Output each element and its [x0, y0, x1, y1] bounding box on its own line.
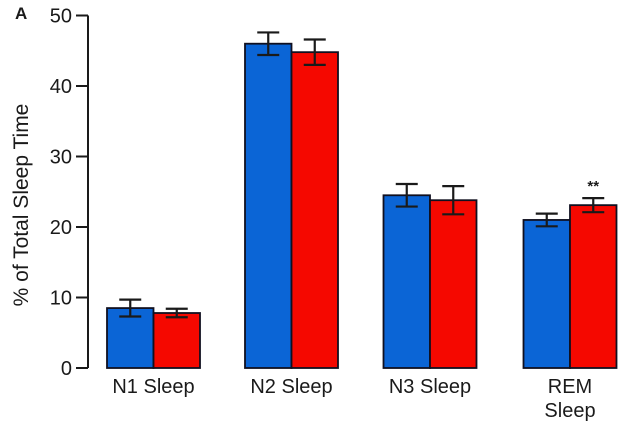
y-tick-label: 50	[50, 6, 72, 28]
y-tick-label: 10	[50, 288, 72, 310]
x-category-label: N3 Sleep	[389, 376, 471, 398]
panel-label: A	[15, 4, 28, 23]
x-category-label: REM	[548, 376, 592, 398]
bar-blue-group-1	[244, 42, 293, 369]
bar-blue-group-2	[382, 194, 431, 369]
bar-blue-group-3	[522, 219, 571, 369]
bar-red-group-1	[290, 51, 339, 369]
bar-red-group-0	[152, 312, 201, 369]
bar-red-group-3	[569, 204, 618, 369]
x-category-label: N1 Sleep	[112, 376, 194, 398]
y-tick-label: 30	[50, 147, 72, 169]
bar-red-group-2	[429, 199, 478, 369]
significance-marker: **	[587, 178, 599, 195]
y-tick-label: 20	[50, 217, 72, 239]
x-category-label: Sleep	[544, 400, 595, 422]
y-tick-label: 0	[61, 358, 72, 380]
y-axis-label: % of Total Sleep Time	[10, 104, 33, 307]
y-tick-label: 40	[50, 76, 72, 98]
x-category-label: N2 Sleep	[250, 376, 332, 398]
